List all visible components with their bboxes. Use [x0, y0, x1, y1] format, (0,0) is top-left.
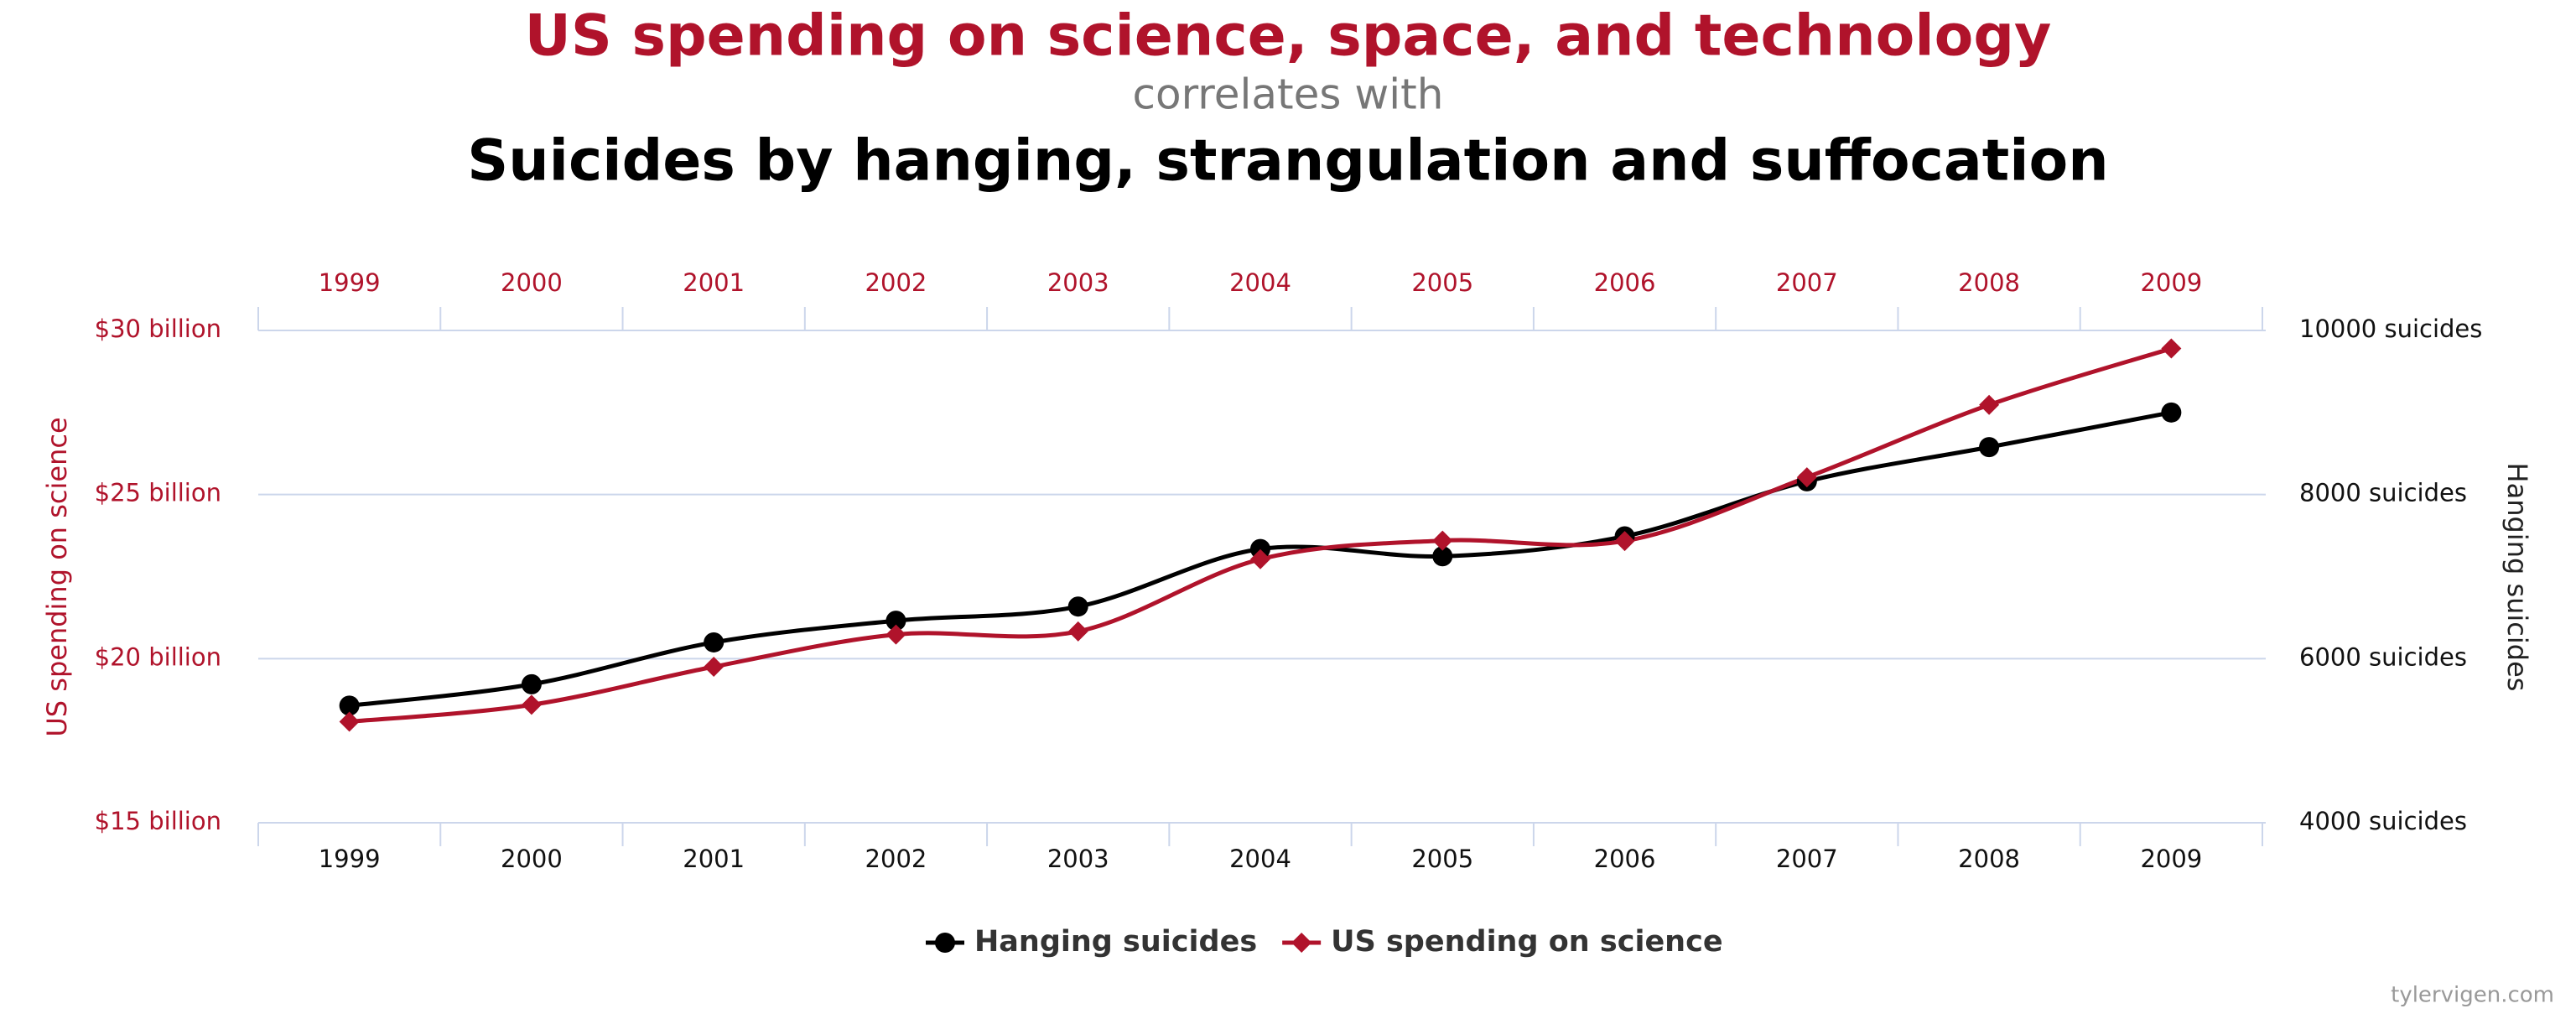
source: tylervigen.com	[2391, 983, 2554, 1008]
x-top-tick-label: 2007	[1776, 268, 1838, 297]
x-top-tick-label: 1999	[319, 268, 381, 297]
marker	[1250, 538, 1270, 559]
x-tick-label: 2008	[1958, 845, 2020, 873]
x-tick-label: 2007	[1776, 845, 1838, 873]
y-tick-label: $15 billion	[95, 807, 221, 835]
chart-subtitle: correlates with	[1133, 70, 1444, 119]
x-top-tick-label: 2002	[865, 268, 927, 297]
x-top-tick-label: 2006	[1594, 268, 1656, 297]
x-tick-label: 2003	[1047, 845, 1109, 873]
x-tick-label: 2004	[1229, 845, 1291, 873]
legend-marker	[1291, 933, 1312, 953]
x-tick-label: 2002	[865, 845, 927, 873]
marker	[521, 694, 542, 715]
marker	[704, 656, 724, 677]
marker	[704, 632, 724, 652]
marker	[2161, 402, 2182, 423]
marker	[1979, 437, 2000, 458]
x-top-tick-label: 2009	[2140, 268, 2202, 297]
x-tick-label: 2006	[1594, 845, 1656, 873]
marker	[1067, 596, 1088, 617]
y2-tick-label: 8000 suicides	[2299, 479, 2467, 507]
series-line	[349, 346, 2173, 724]
y-tick-label: $30 billion	[95, 315, 221, 343]
marker	[521, 673, 542, 694]
marker	[1067, 621, 1088, 642]
x-top-tick-label: 2000	[501, 268, 563, 297]
marker	[339, 711, 360, 732]
marker	[339, 695, 360, 716]
legend-label: Hanging suicides	[974, 925, 1257, 959]
x-tick-label: 2000	[501, 845, 563, 873]
y2-tick-label: 4000 suicides	[2299, 807, 2467, 835]
marker	[1614, 531, 1635, 552]
x-top-tick-label: 2003	[1047, 268, 1109, 297]
x-top-tick-label: 2004	[1229, 268, 1291, 297]
x-top-tick-label: 2005	[1411, 268, 1473, 297]
marker	[1979, 394, 2000, 415]
marker	[1250, 548, 1270, 569]
y2-axis-label: Hanging suicides	[2501, 463, 2533, 692]
y2-tick-label: 6000 suicides	[2299, 642, 2467, 671]
marker	[886, 611, 906, 632]
y-axis-label: US spending on science	[41, 417, 73, 736]
marker	[1796, 467, 1817, 488]
x-tick-label: 2005	[1411, 845, 1473, 873]
marker	[1432, 546, 1453, 567]
x-top-tick-label: 2001	[683, 268, 745, 297]
y-tick-label: $25 billion	[95, 479, 221, 507]
y2-tick-label: 10000 suicides	[2299, 315, 2482, 343]
x-tick-label: 1999	[319, 845, 381, 873]
chart-title: US spending on science, space, and techn…	[525, 3, 2052, 70]
x-top-tick-label: 2008	[1958, 268, 2020, 297]
legend-marker	[935, 933, 955, 953]
legend-label: US spending on science	[1331, 925, 1722, 959]
x-tick-label: 2001	[683, 845, 745, 873]
marker	[2161, 338, 2182, 359]
marker	[886, 624, 906, 645]
chart-title-2: Suicides by hanging, strangulation and s…	[467, 128, 2108, 195]
marker	[1432, 530, 1453, 551]
x-tick-label: 2009	[2140, 845, 2202, 873]
y-tick-label: $20 billion	[95, 642, 221, 671]
